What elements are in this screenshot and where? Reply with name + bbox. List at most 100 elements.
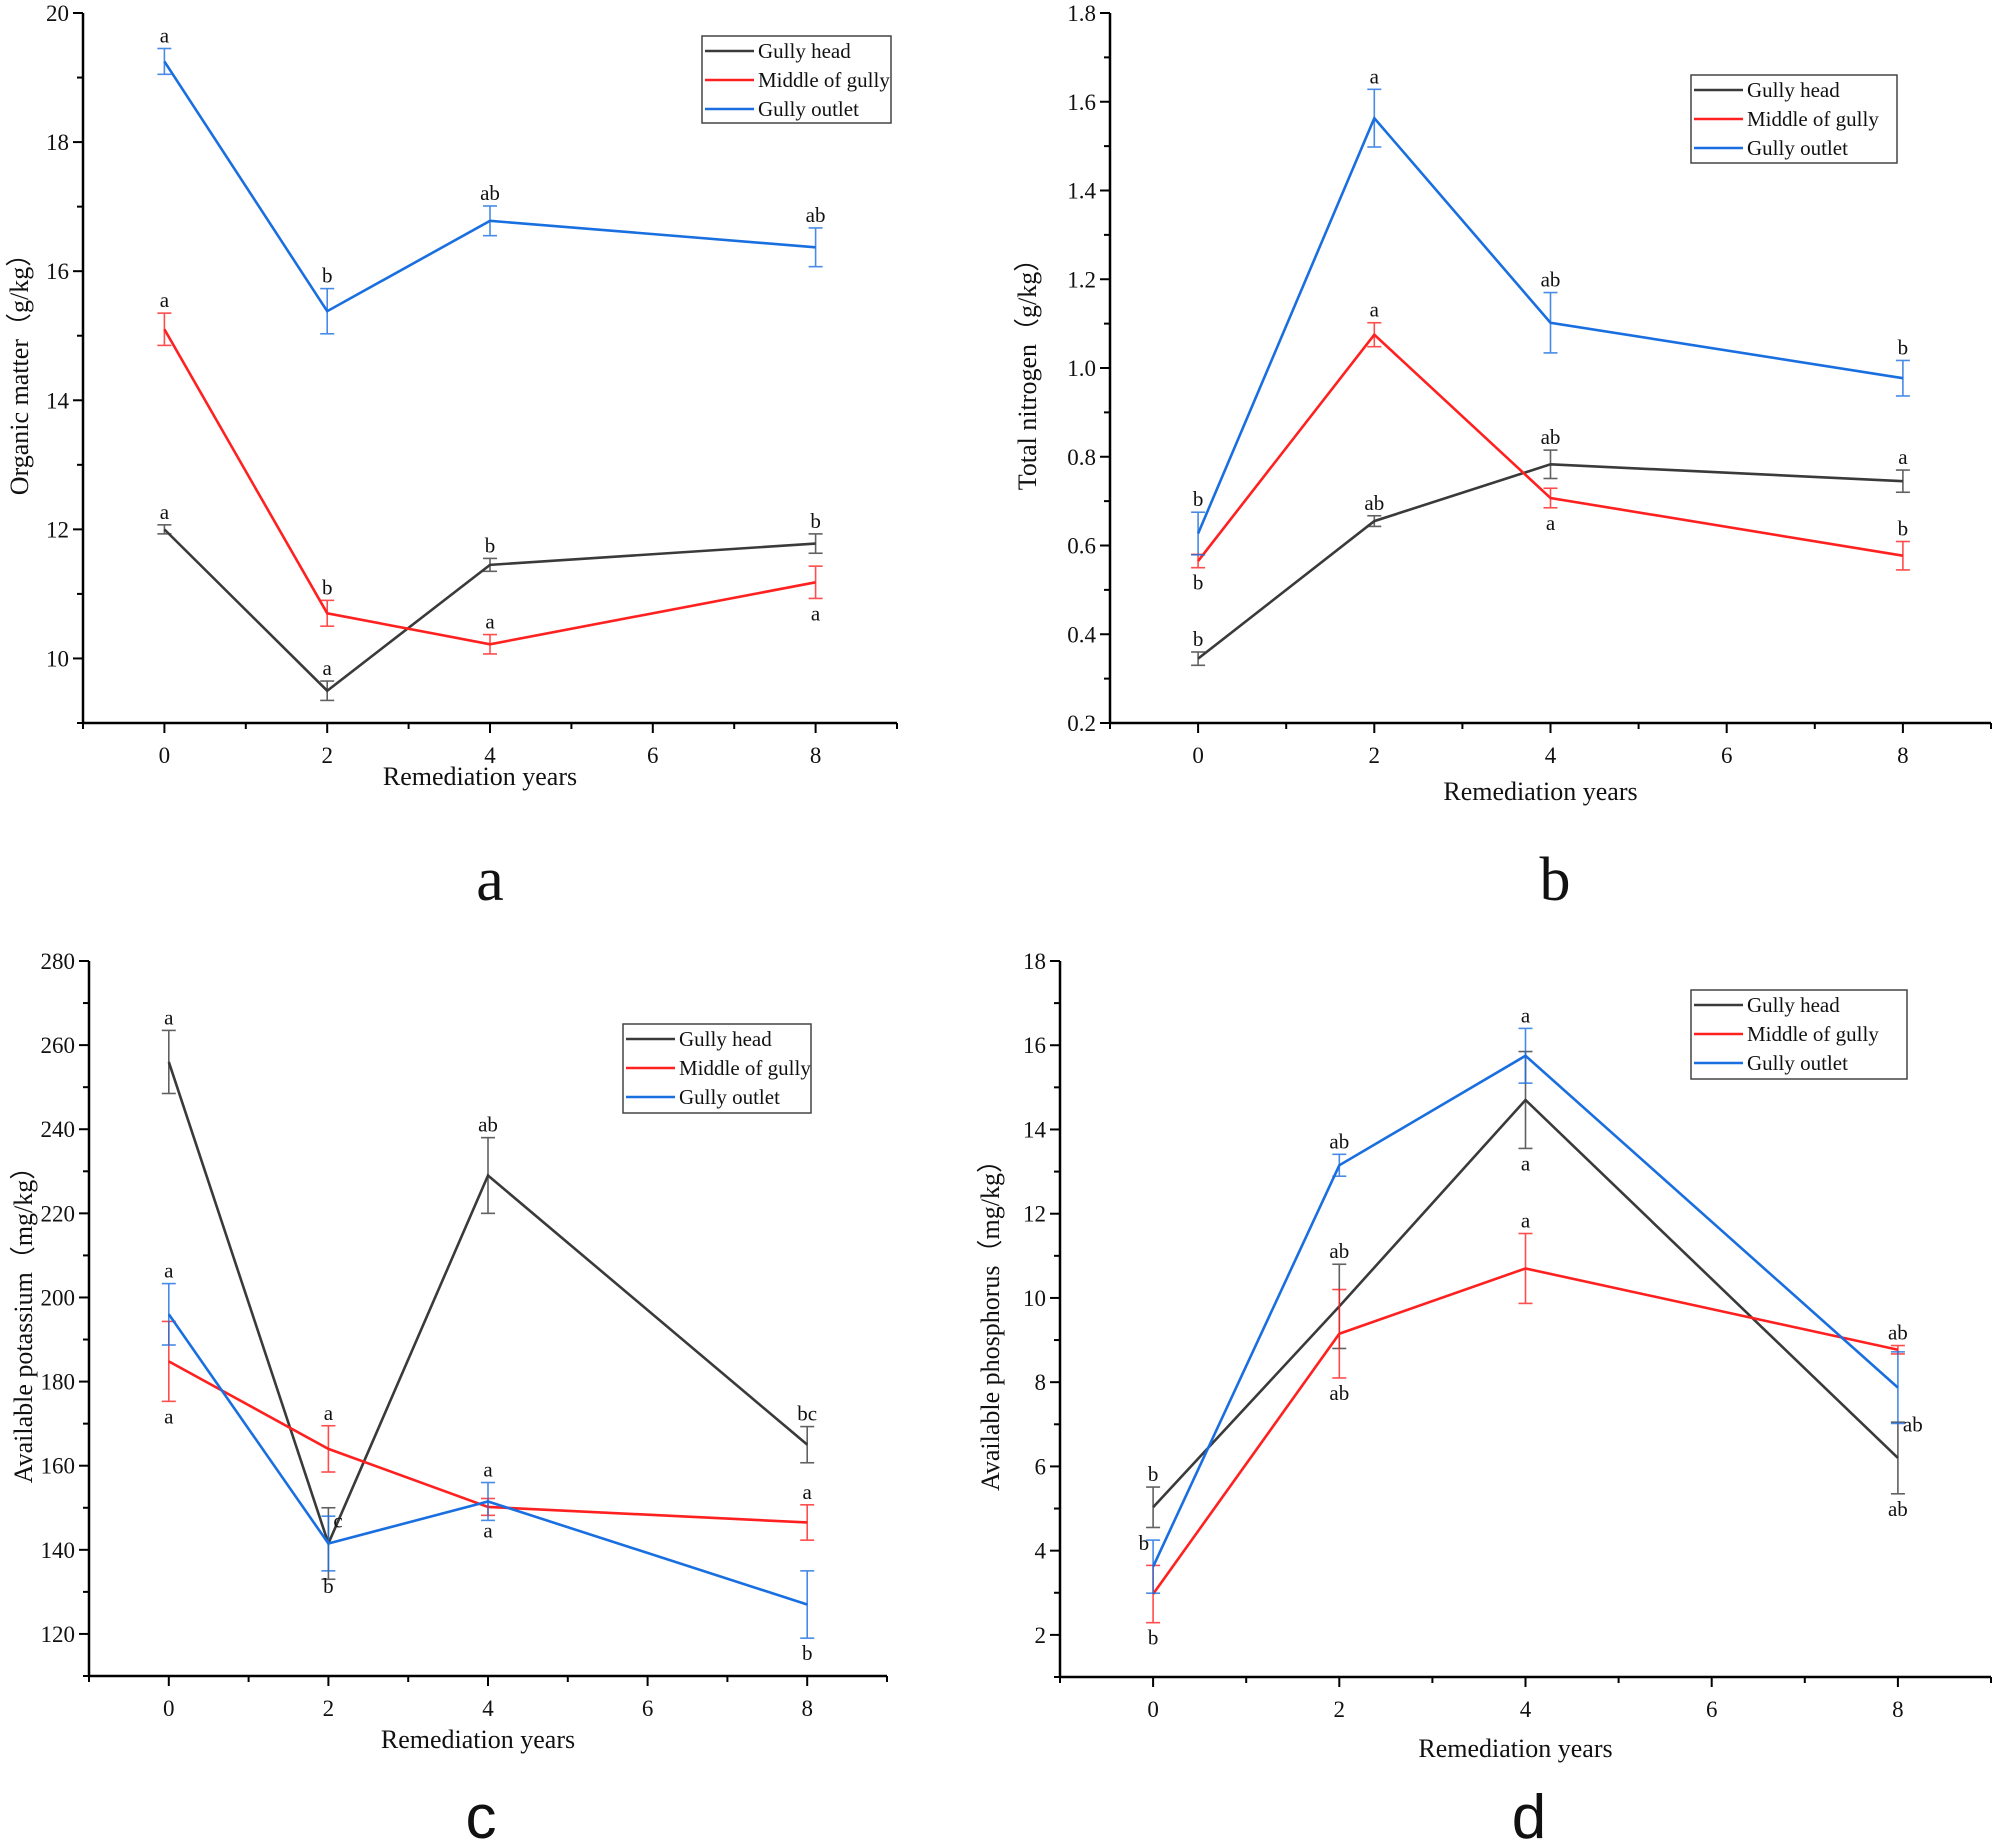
legend-item: Gully head <box>1694 78 1840 102</box>
series-line <box>1152 1267 1899 1595</box>
significance-letter: a <box>164 1259 174 1283</box>
panel-label: d <box>1512 1783 1546 1844</box>
x-axis-title: Remediation years <box>383 762 577 791</box>
panel-label: b <box>1540 846 1571 914</box>
significance-letter: ab <box>1888 1321 1908 1345</box>
legend-label: Gully head <box>679 1027 772 1051</box>
legend-label: Gully outlet <box>1747 1051 1848 1075</box>
x-tick-label: 2 <box>323 1696 335 1721</box>
significance-letter: bc <box>797 1402 817 1426</box>
y-axis-title: Available potassium（mg/kg） <box>9 1154 38 1484</box>
legend-label: Gully outlet <box>679 1085 780 1109</box>
significance-letter: b <box>1898 335 1909 359</box>
y-tick-label: 0.6 <box>1067 534 1096 559</box>
chart-panel-c: 120 140 160 180 200 220 240 260 280 0 2 4 6 8 Remediat… <box>9 949 888 1844</box>
significance-letter: a <box>160 500 170 524</box>
significance-letter: b <box>322 264 333 288</box>
chart-panel-b: 0.2 0.4 0.6 0.8 1.0 1.2 1.4 1.6 1.8 0 2 4 6 8 Remediat… <box>1013 1 1992 914</box>
x-tick-label: 6 <box>647 743 659 768</box>
y-tick-label: 260 <box>41 1033 76 1058</box>
y-tick-label: 0.2 <box>1067 711 1096 736</box>
series-gully-outlet: b a ab b <box>1191 64 1910 556</box>
significance-letter: a <box>160 288 170 312</box>
panel-label: c <box>466 1783 497 1844</box>
y-tick-label: 220 <box>41 1201 76 1226</box>
significance-letter: a <box>1546 511 1556 535</box>
series-middle-of-gully: baa b <box>1191 298 1910 595</box>
y-tick-label: 12 <box>46 517 69 542</box>
significance-letter: b <box>802 1641 813 1665</box>
legend-item: Gully outlet <box>705 97 859 121</box>
series-gully-head: b ab a ab <box>1146 1050 1908 1529</box>
series-line <box>167 1313 808 1606</box>
significance-letter: c <box>333 1509 342 1533</box>
x-axis-title: Remediation years <box>381 1725 575 1754</box>
series-middle-of-gully: b ab a ab <box>1146 1209 1908 1650</box>
y-tick-label: 18 <box>46 130 69 155</box>
x-tick-label: 2 <box>1369 743 1381 768</box>
y-axis-title: Available phosphorus（mg/kg） <box>976 1147 1005 1491</box>
significance-letter: b <box>1193 627 1204 651</box>
y-tick-label: 1.6 <box>1067 90 1096 115</box>
significance-letter: a <box>164 1404 174 1428</box>
significance-letter: b <box>485 533 496 557</box>
x-axis-title: Remediation years <box>1418 1734 1612 1763</box>
y-tick-label: 200 <box>41 1285 76 1310</box>
legend: Gully head Middle of gully Gully outlet <box>1690 989 1908 1080</box>
series-line <box>163 328 816 646</box>
y-tick-label: 1.0 <box>1067 356 1096 381</box>
series-line <box>168 1360 808 1524</box>
panel-label: a <box>476 846 504 914</box>
significance-letter: ab <box>1364 491 1384 515</box>
significance-letter: b <box>1148 1626 1159 1650</box>
legend-item: Middle of gully <box>1694 107 1879 131</box>
significance-letter: b <box>1193 571 1204 595</box>
legend-item: Middle of gully <box>626 1056 811 1080</box>
significance-letter: a <box>164 1005 174 1029</box>
significance-letter: b <box>1898 517 1909 541</box>
significance-letter: ab <box>478 1113 498 1137</box>
series-middle-of-gully: a b a a <box>157 288 823 655</box>
legend: Gully head Middle of gully Gully outlet <box>701 35 892 124</box>
x-tick-label: 8 <box>810 743 822 768</box>
x-tick-label: 6 <box>642 1696 654 1721</box>
significance-letter: a <box>1898 445 1908 469</box>
y-tick-label: 2 <box>1035 1623 1047 1648</box>
legend-label: Middle of gully <box>679 1056 811 1080</box>
x-tick-label: 4 <box>484 743 496 768</box>
legend-label: Gully head <box>1747 78 1840 102</box>
significance-letter: ab <box>1329 1239 1349 1263</box>
legend-label: Middle of gully <box>1747 107 1879 131</box>
legend-label: Gully outlet <box>758 97 859 121</box>
chart-panel-d: 2 4 6 8 10 12 14 16 18 0 2 4 6 8 Remediation years Avai… <box>976 949 1992 1844</box>
y-tick-label: 14 <box>46 388 70 413</box>
legend-item: Gully outlet <box>626 1085 780 1109</box>
significance-letter: a <box>1370 64 1380 88</box>
series-line <box>1197 462 1903 660</box>
y-tick-label: 10 <box>46 646 69 671</box>
y-tick-label: 16 <box>1023 1033 1046 1058</box>
x-tick-label: 4 <box>1520 1697 1532 1722</box>
significance-letter: ab <box>1541 268 1561 292</box>
series-line <box>1196 115 1904 535</box>
significance-letter: b <box>810 509 821 533</box>
y-tick-label: 160 <box>41 1454 76 1479</box>
significance-letter: a <box>1521 1151 1531 1175</box>
x-axis-title: Remediation years <box>1443 777 1637 806</box>
x-tick-label: 6 <box>1706 1697 1718 1722</box>
x-tick-label: 0 <box>1147 1697 1159 1722</box>
y-axis-title: Total nitrogen（g/kg） <box>1013 246 1042 490</box>
y-tick-label: 120 <box>41 1622 76 1647</box>
legend-item: Middle of gully <box>705 68 890 92</box>
series-line <box>163 60 816 313</box>
significance-letter: a <box>485 610 495 634</box>
legend-label: Middle of gully <box>1747 1022 1879 1046</box>
y-axis-title: Organic matter（g/kg） <box>5 241 34 495</box>
legend-label: Middle of gully <box>758 68 890 92</box>
y-tick-label: 140 <box>41 1538 76 1563</box>
significance-letter: a <box>811 601 821 625</box>
x-tick-label: 0 <box>163 1696 175 1721</box>
x-tick-label: 8 <box>1897 743 1909 768</box>
